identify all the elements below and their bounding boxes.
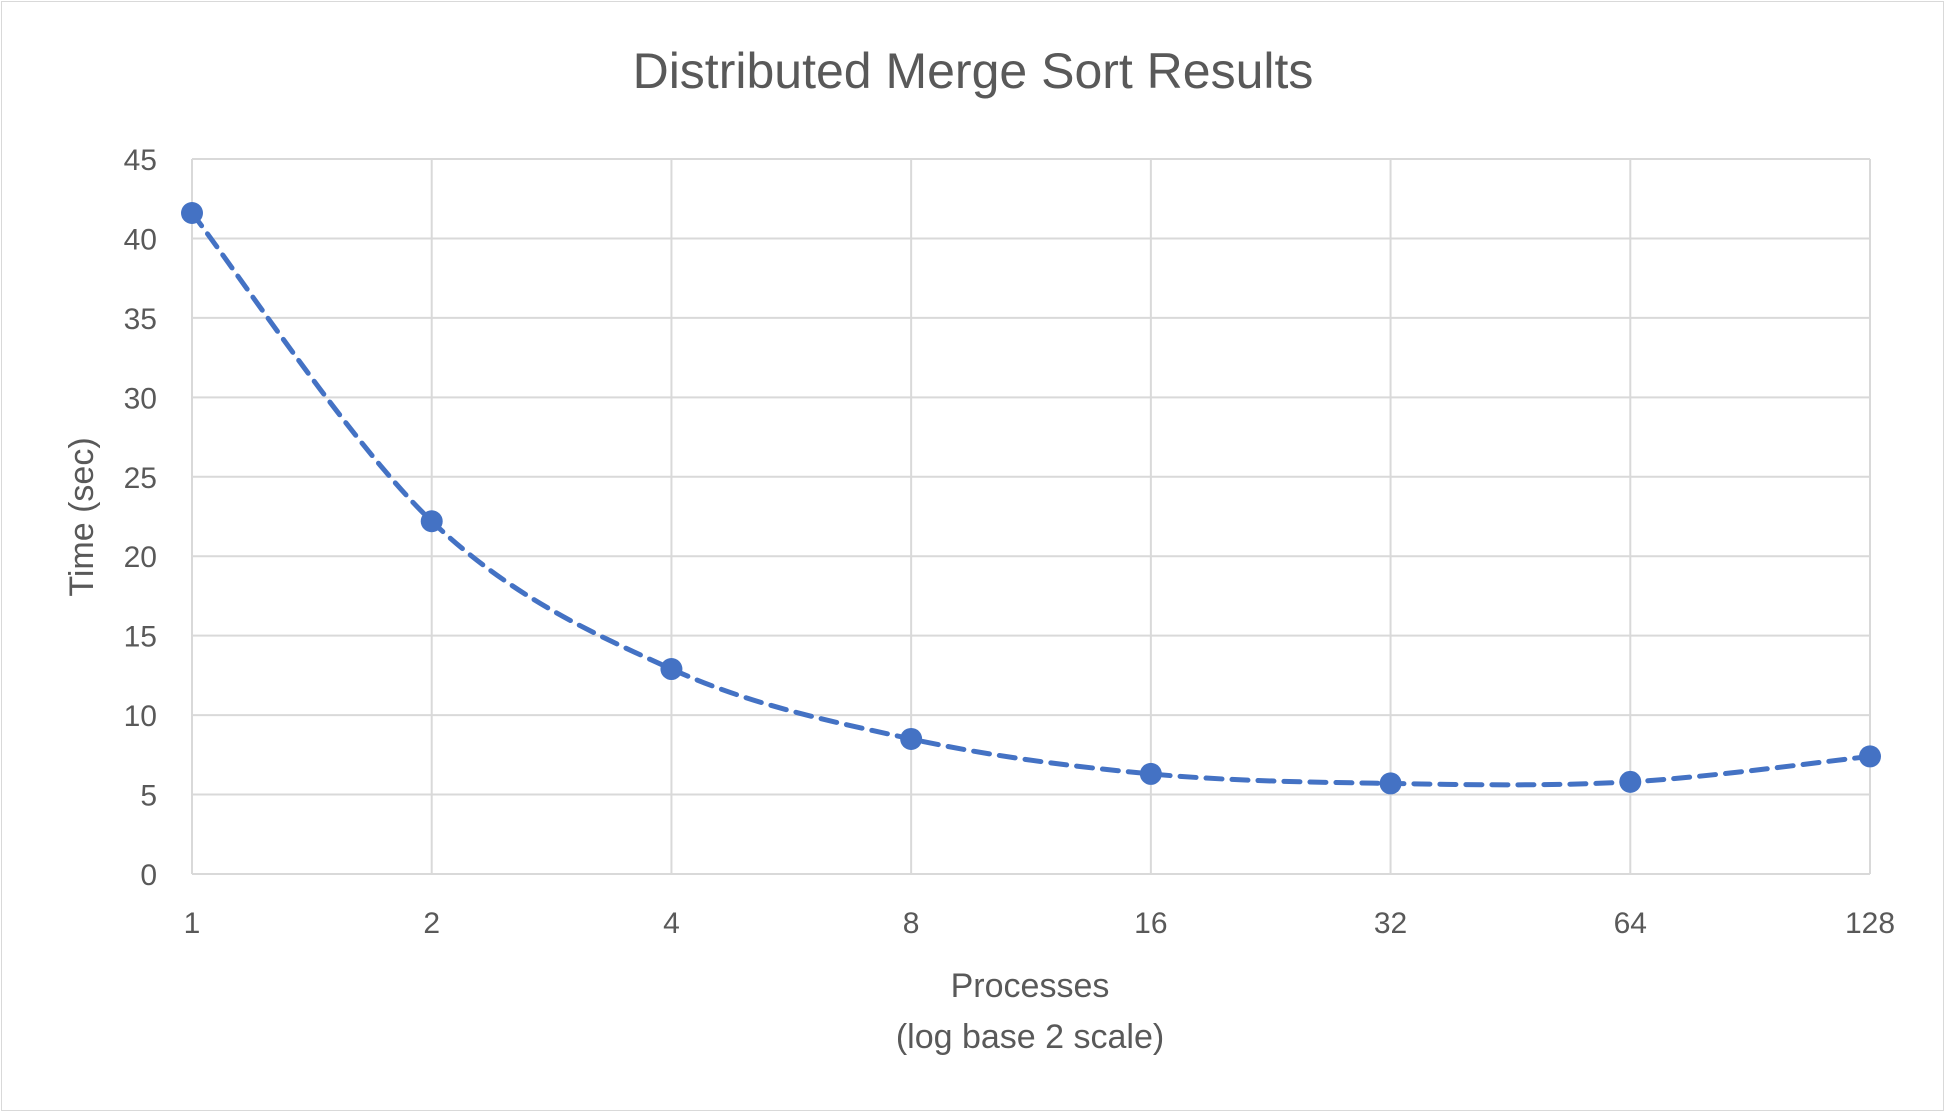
x-tick-label: 1: [184, 907, 201, 940]
x-tick-label: 4: [663, 907, 680, 940]
data-point: [181, 202, 203, 225]
y-tick-label: 40: [124, 223, 157, 256]
y-tick-label: 15: [124, 621, 157, 654]
series-layer: [181, 202, 1881, 795]
x-axis-subtitle: (log base 2 scale): [896, 1018, 1164, 1056]
y-tick-label: 10: [124, 700, 157, 733]
data-point: [1379, 772, 1402, 795]
series-line: [189, 210, 1873, 788]
data-point: [1619, 770, 1642, 793]
y-tick-label: 30: [124, 382, 157, 415]
y-tick-label: 5: [140, 780, 157, 813]
data-point: [1139, 762, 1162, 785]
x-tick-label: 32: [1374, 907, 1407, 940]
x-tick-label: 128: [1845, 907, 1895, 940]
x-axis-tick-labels: 1 2 4 8 16 32 64 128: [184, 907, 1895, 940]
x-tick-label: 2: [423, 907, 440, 940]
x-tick-label: 64: [1614, 907, 1647, 940]
grid-lines: [191, 158, 1871, 875]
x-tick-label: 16: [1134, 907, 1167, 940]
y-tick-label: 45: [124, 144, 157, 177]
x-tick-label: 8: [903, 907, 920, 940]
y-tick-label: 0: [140, 859, 157, 892]
data-point: [660, 658, 683, 681]
y-tick-label: 20: [124, 541, 157, 574]
y-tick-label: 35: [124, 303, 157, 336]
y-axis-tick-labels: 0 5 10 15 20 25 30 35 40 45: [124, 144, 157, 892]
y-axis-title: Time (sec): [63, 437, 101, 596]
data-point: [900, 727, 923, 750]
y-tick-label: 25: [124, 462, 157, 495]
chart-title: Distributed Merge Sort Results: [633, 43, 1314, 99]
data-point: [1859, 745, 1881, 768]
x-axis-title: Processes: [951, 967, 1110, 1005]
data-point: [420, 510, 443, 533]
